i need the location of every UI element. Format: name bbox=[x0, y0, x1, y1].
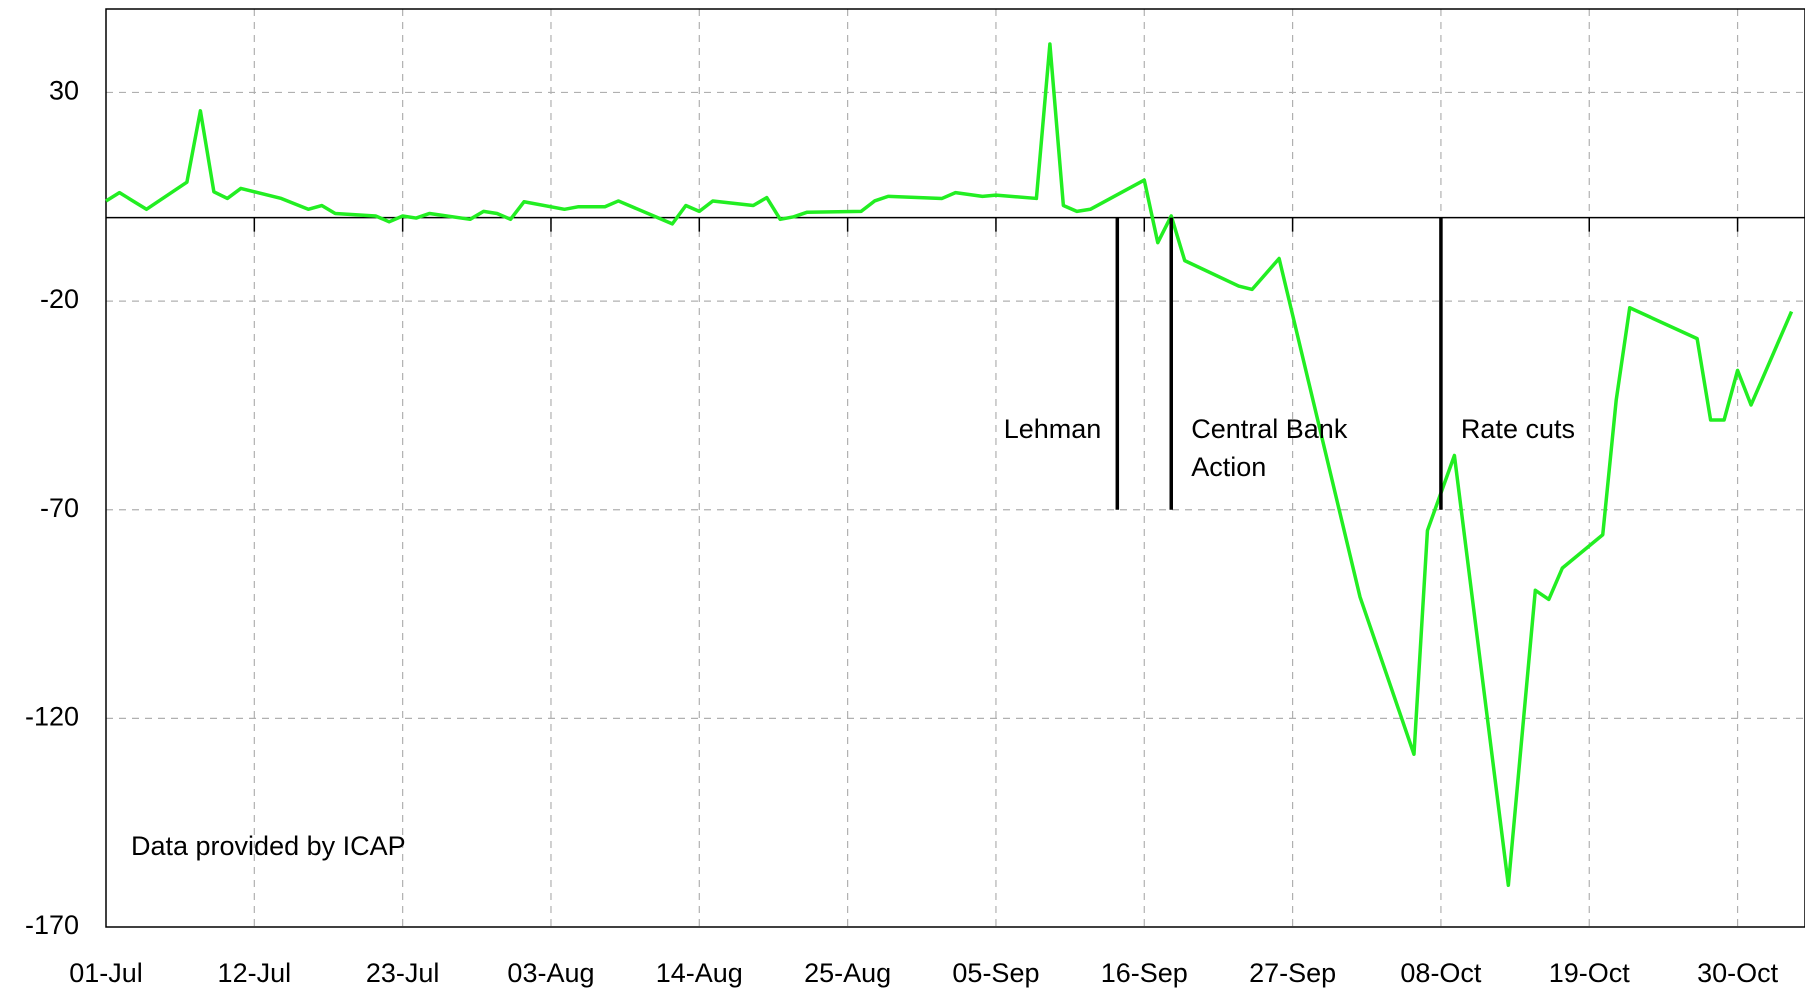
x-tick-label: 01-Jul bbox=[69, 958, 143, 988]
annotation-label: Rate cuts bbox=[1461, 414, 1575, 444]
x-tick-label: 08-Oct bbox=[1400, 958, 1482, 988]
x-tick-label: 30-Oct bbox=[1697, 958, 1779, 988]
y-tick-label: -20 bbox=[40, 284, 79, 314]
annotation-label: Central Bank bbox=[1191, 414, 1348, 444]
note: Data provided by ICAP bbox=[131, 831, 406, 861]
x-tick-label: 03-Aug bbox=[507, 958, 594, 988]
x-tick-label: 25-Aug bbox=[804, 958, 891, 988]
plot-frame bbox=[105, 8, 1805, 928]
annotation-label: Lehman bbox=[1004, 414, 1102, 444]
x-tick-label: 12-Jul bbox=[218, 958, 292, 988]
data-line bbox=[105, 42, 1794, 888]
y-tick-label: 30 bbox=[49, 76, 79, 106]
y-tick-label: -70 bbox=[40, 493, 79, 523]
x-tick-label: 19-Oct bbox=[1549, 958, 1631, 988]
x-tick-label: 27-Sep bbox=[1249, 958, 1336, 988]
x-tick-label: 05-Sep bbox=[952, 958, 1039, 988]
y-tick-label: -120 bbox=[25, 701, 79, 731]
x-tick-label: 14-Aug bbox=[656, 958, 743, 988]
x-tick-label: 16-Sep bbox=[1101, 958, 1188, 988]
x-tick-label: 23-Jul bbox=[366, 958, 440, 988]
y-tick-label: -170 bbox=[25, 910, 79, 940]
annotation-label: Action bbox=[1191, 452, 1266, 482]
